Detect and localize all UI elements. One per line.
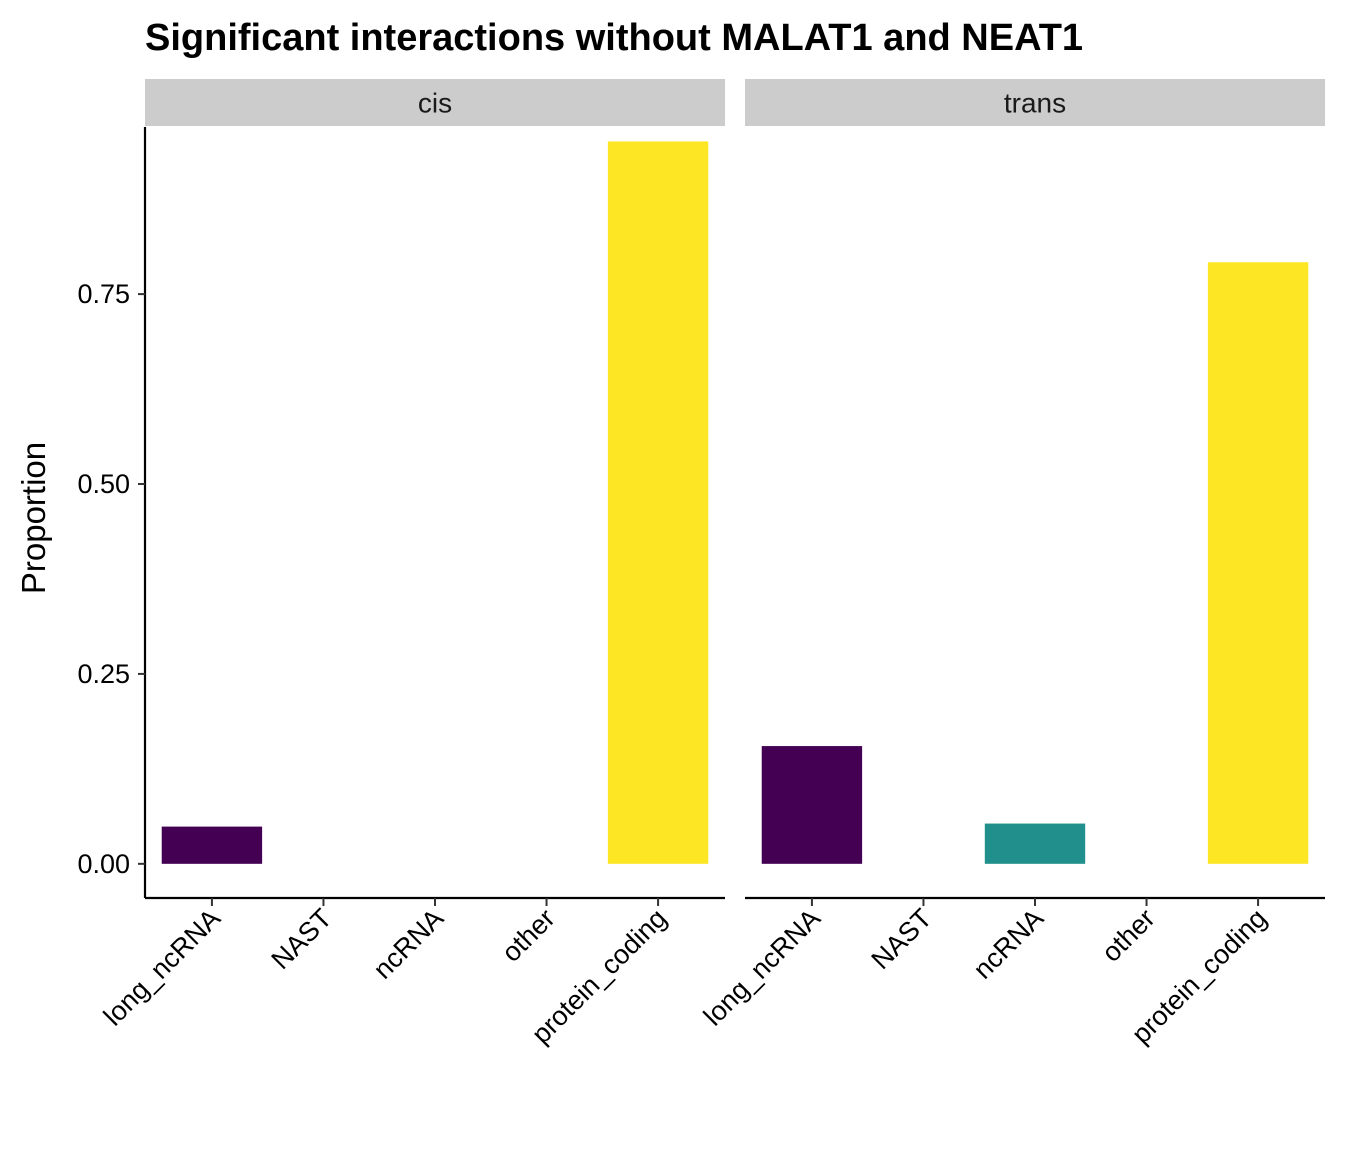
x-tick-label: other <box>1096 903 1161 968</box>
x-tick-label: NAST <box>866 903 938 975</box>
x-tick-label: long_ncRNA <box>698 903 826 1031</box>
facet-strip-label: trans <box>1004 88 1066 119</box>
x-tick-label: long_ncRNA <box>98 903 226 1031</box>
bar-long_ncRNA <box>161 826 263 864</box>
y-axis-title: Proportion <box>15 442 52 594</box>
chart-title: Significant interactions without MALAT1 … <box>145 17 1083 59</box>
y-tick-label: 0.75 <box>77 279 130 309</box>
x-tick-label: other <box>496 903 561 968</box>
x-tick-label: NAST <box>266 903 338 975</box>
y-tick-label: 0.00 <box>77 849 130 879</box>
x-tick-label: ncRNA <box>368 903 450 985</box>
facet-strip-label: cis <box>418 88 452 119</box>
bar-ncRNA <box>984 823 1086 864</box>
facet-panels: 0.00 0.25 0.50 0.75 cis long_ncRNA NAST ncRNA ot… <box>77 79 1325 1050</box>
y-tick-label: 0.50 <box>77 469 130 499</box>
facet-strip <box>145 79 725 126</box>
bar-protein_coding <box>1207 262 1309 864</box>
facet-strip <box>745 79 1325 126</box>
x-tick-label: ncRNA <box>968 903 1050 985</box>
bar-long_ncRNA <box>761 746 863 864</box>
bar-protein_coding <box>607 141 709 864</box>
y-tick-label: 0.25 <box>77 659 130 689</box>
